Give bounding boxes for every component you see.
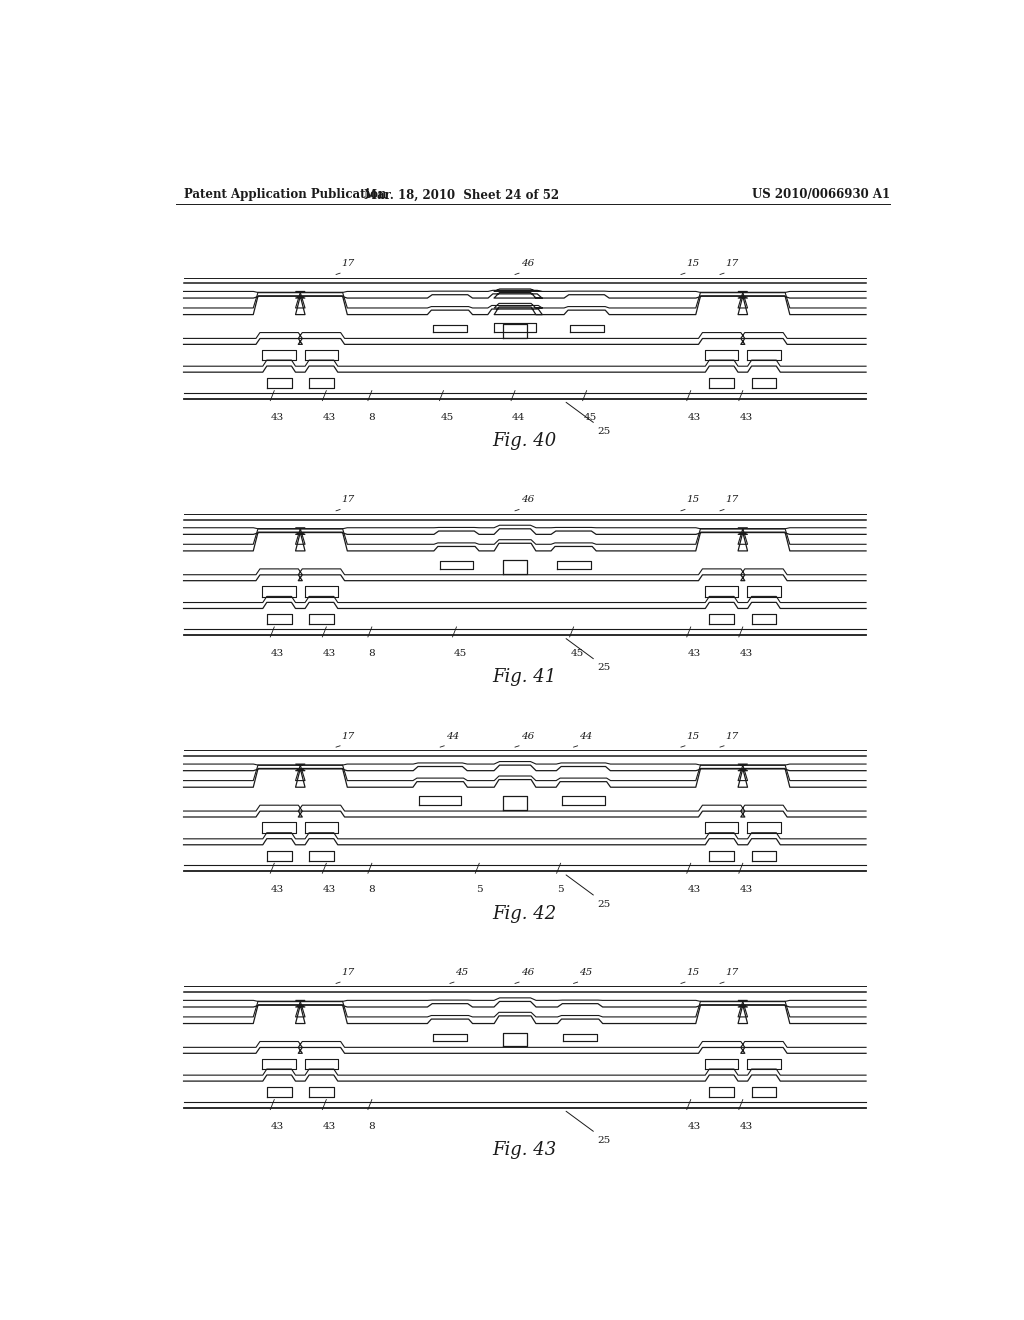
- Text: 15: 15: [686, 731, 699, 741]
- Text: 5: 5: [557, 886, 564, 895]
- Text: 8: 8: [369, 886, 376, 895]
- Text: Mar. 18, 2010  Sheet 24 of 52: Mar. 18, 2010 Sheet 24 of 52: [364, 189, 559, 202]
- Text: Fig. 42: Fig. 42: [493, 904, 557, 923]
- Text: 46: 46: [520, 731, 534, 741]
- Text: 43: 43: [271, 1122, 285, 1131]
- Text: 8: 8: [369, 413, 376, 422]
- Text: 17: 17: [726, 259, 739, 268]
- Text: 43: 43: [687, 886, 700, 895]
- Text: 45: 45: [454, 649, 467, 659]
- Text: 17: 17: [726, 495, 739, 504]
- Text: 5: 5: [476, 886, 482, 895]
- Text: 25: 25: [597, 1137, 610, 1144]
- Text: 44: 44: [445, 731, 459, 741]
- Text: 45: 45: [580, 968, 593, 977]
- Text: 44: 44: [512, 413, 525, 422]
- Text: 43: 43: [739, 886, 753, 895]
- Text: 25: 25: [597, 664, 610, 672]
- Text: Fig. 40: Fig. 40: [493, 432, 557, 450]
- Text: 43: 43: [324, 1122, 337, 1131]
- Text: 25: 25: [597, 428, 610, 436]
- Text: 17: 17: [726, 731, 739, 741]
- Text: 43: 43: [324, 649, 337, 659]
- Text: 15: 15: [686, 968, 699, 977]
- Text: 43: 43: [739, 413, 753, 422]
- Text: 8: 8: [369, 649, 376, 659]
- Text: 8: 8: [369, 1122, 376, 1131]
- Text: 43: 43: [687, 413, 700, 422]
- Text: 43: 43: [687, 1122, 700, 1131]
- Text: 45: 45: [456, 968, 469, 977]
- Text: 15: 15: [686, 495, 699, 504]
- Text: 17: 17: [726, 968, 739, 977]
- Text: 17: 17: [342, 495, 355, 504]
- Text: 43: 43: [687, 649, 700, 659]
- Text: 43: 43: [324, 886, 337, 895]
- Text: 45: 45: [570, 649, 584, 659]
- Text: 43: 43: [271, 649, 285, 659]
- Text: Patent Application Publication: Patent Application Publication: [183, 189, 386, 202]
- Text: 17: 17: [342, 731, 355, 741]
- Text: 43: 43: [324, 413, 337, 422]
- Text: Fig. 41: Fig. 41: [493, 668, 557, 686]
- Text: 45: 45: [584, 413, 597, 422]
- Text: 25: 25: [597, 900, 610, 908]
- Text: 45: 45: [440, 413, 454, 422]
- Text: 17: 17: [342, 968, 355, 977]
- Text: 43: 43: [739, 1122, 753, 1131]
- Text: US 2010/0066930 A1: US 2010/0066930 A1: [752, 189, 890, 202]
- Text: 46: 46: [520, 968, 534, 977]
- Text: 44: 44: [580, 731, 593, 741]
- Text: 43: 43: [739, 649, 753, 659]
- Text: 46: 46: [520, 495, 534, 504]
- Text: 43: 43: [271, 886, 285, 895]
- Text: Fig. 43: Fig. 43: [493, 1140, 557, 1159]
- Text: 15: 15: [686, 259, 699, 268]
- Text: 43: 43: [271, 413, 285, 422]
- Text: 46: 46: [520, 259, 534, 268]
- Text: 17: 17: [342, 259, 355, 268]
